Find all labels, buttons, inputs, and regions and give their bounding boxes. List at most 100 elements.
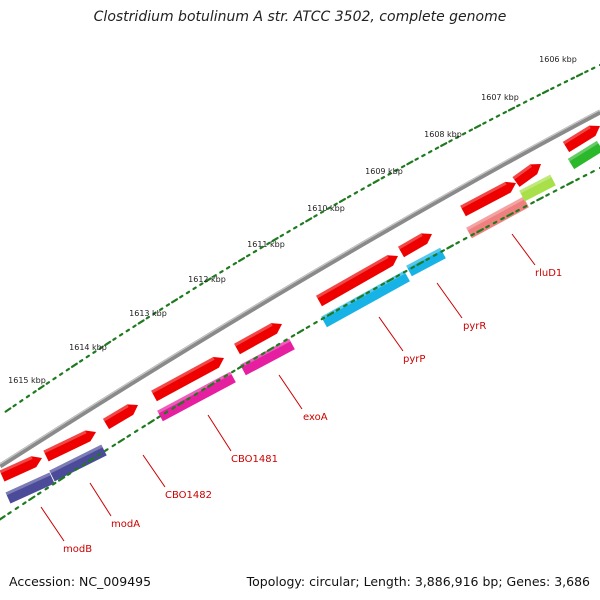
gene-callout-line <box>378 316 404 352</box>
ruler-tick <box>165 303 171 307</box>
inner-ruler-tick <box>320 316 326 321</box>
ruler-tick <box>516 103 521 108</box>
ruler-tick <box>118 332 124 337</box>
ruler-tick <box>259 245 264 250</box>
cds-arrow-highlight <box>562 125 591 145</box>
ruler-tick <box>19 399 24 403</box>
ruler-tick <box>32 390 37 394</box>
cds-arrow <box>102 404 138 430</box>
ruler-tick <box>286 229 291 234</box>
cog-block-highlight <box>519 174 552 194</box>
ruler-tick <box>125 328 130 333</box>
inner-ruler-tick <box>566 180 574 186</box>
cog-block <box>567 140 600 170</box>
inner-ruler-tick <box>126 434 132 438</box>
ruler-tick <box>212 274 217 278</box>
ruler-tick <box>152 311 157 316</box>
cds-arrow-highlight <box>102 404 129 422</box>
inner-ruler-tick <box>410 265 416 270</box>
inner-ruler-tick <box>476 228 484 234</box>
cds-arrow-highlight <box>43 430 87 454</box>
ruler-tick <box>52 376 57 381</box>
inner-ruler-tick <box>51 481 57 486</box>
inner-ruler-tick <box>96 453 102 457</box>
inner-ruler-tick <box>253 356 258 360</box>
inner-ruler-tick <box>223 374 229 378</box>
kbp-label: 1612 kbp <box>188 275 226 284</box>
inner-ruler-tick <box>36 491 42 496</box>
cds-arrow <box>316 255 398 307</box>
inner-ruler-tick <box>117 437 125 444</box>
ruler-tick <box>414 157 419 161</box>
ruler-tick <box>179 294 184 299</box>
inner-ruler-tick <box>470 232 475 237</box>
cog-block <box>466 196 529 239</box>
accession-text: Accession: NC_009495 <box>9 574 152 589</box>
ruler-tick <box>367 183 372 187</box>
inner-ruler-tick <box>236 364 245 370</box>
kbp-label: 1614 kbp <box>69 343 107 352</box>
ruler-tick <box>25 394 31 399</box>
ruler-tick <box>455 135 460 140</box>
ruler-tick <box>219 270 224 274</box>
cds-track <box>0 125 600 482</box>
cog-block <box>240 338 295 376</box>
inner-ruler-tick <box>22 501 27 506</box>
ruler-tick <box>590 66 596 70</box>
inner-ruler-tick <box>104 448 109 452</box>
ruler-tick <box>434 146 440 150</box>
kbp-label: 1607 kbp <box>481 93 519 102</box>
inner-ruler-tick <box>380 282 386 287</box>
kbp-label: 1608 kbp <box>424 130 462 139</box>
inner-ruler-tick <box>416 260 424 266</box>
inner-ruler-tick <box>0 515 6 521</box>
ruler-tick <box>507 106 516 112</box>
cog-block-highlight <box>567 140 599 162</box>
inner-ruler-tick <box>28 495 36 502</box>
cds-arrow <box>512 164 541 187</box>
inner-ruler-tick <box>545 193 550 197</box>
kbp-label: 1613 kbp <box>129 309 167 318</box>
gene-callout-line <box>511 233 536 266</box>
ruler-tick <box>421 153 426 158</box>
inner-ruler-tick <box>230 369 236 374</box>
inner-ruler-tick <box>582 173 588 178</box>
ruler-tick <box>495 114 501 118</box>
ruler-tick <box>65 367 70 372</box>
ruler-tick <box>541 89 550 95</box>
gene-callout-line <box>142 454 166 488</box>
ruler-tick <box>338 197 346 203</box>
ruler-tick <box>570 76 576 80</box>
inner-ruler-tick <box>266 346 275 352</box>
inner-ruler-tick <box>193 392 199 396</box>
cds-arrow-highlight <box>316 255 389 299</box>
ruler-tick <box>575 72 584 78</box>
inner-ruler-tick <box>296 328 305 335</box>
inner-ruler-tick <box>283 338 288 343</box>
inner-ruler-tick <box>485 224 490 229</box>
inner-ruler-tick <box>402 269 408 274</box>
inner-ruler-tick <box>216 378 221 383</box>
inner-ruler-tick <box>425 257 430 261</box>
kbp-labels: 1606 kbp 1607 kbp 1608 kbp 1609 kbp 1610 kbp… <box>8 55 577 385</box>
inner-ruler-tick <box>372 286 378 291</box>
inner-ruler-tick <box>44 486 49 491</box>
ruler-tick <box>266 241 271 246</box>
inner-ruler-tick <box>455 241 460 245</box>
ruler-tick <box>37 384 45 391</box>
inner-ruler-tick <box>207 382 215 388</box>
inner-ruler-tick <box>440 249 445 253</box>
ruler-tick <box>4 407 12 413</box>
cog-block-highlight <box>5 472 51 496</box>
inner-ruler-tick <box>575 177 580 182</box>
inner-ruler-tick <box>186 396 191 401</box>
ruler-tick <box>353 191 359 195</box>
ruler-tick <box>204 277 212 283</box>
inner-ruler-tick <box>74 467 79 472</box>
cds-arrow-highlight <box>234 323 273 347</box>
kbp-label: 1610 kbp <box>307 204 345 213</box>
cds-arrow <box>0 456 42 482</box>
inner-ruler-tick <box>590 170 595 174</box>
inner-ruler-tick <box>365 290 371 295</box>
cds-arrow <box>151 357 224 402</box>
